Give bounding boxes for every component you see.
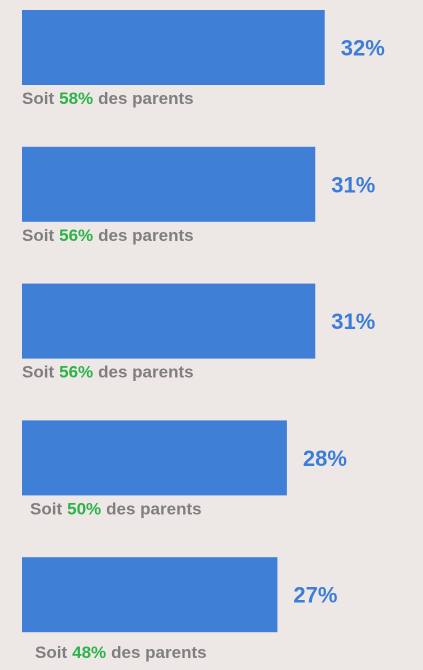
bar — [22, 146, 316, 222]
value-label: 27% — [293, 583, 337, 608]
annotation-highlight: 50% — [67, 499, 101, 518]
annotation-suffix: des parents — [98, 363, 193, 382]
annotation-highlight: 56% — [59, 363, 93, 382]
value-label: 31% — [331, 172, 375, 197]
annotation: Soit 48% des parents — [35, 643, 207, 662]
annotation: Soit 56% des parents — [22, 226, 194, 245]
annotation-prefix: Soit — [22, 89, 54, 108]
bar — [22, 420, 287, 496]
annotation-suffix: des parents — [98, 89, 193, 108]
annotation: Soit 58% des parents — [22, 89, 194, 108]
value-label: 28% — [303, 446, 347, 471]
annotation-suffix: des parents — [111, 643, 206, 662]
annotation-highlight: 58% — [59, 89, 93, 108]
annotation-highlight: 56% — [59, 226, 93, 245]
annotation-highlight: 48% — [72, 643, 106, 662]
annotation: Soit 50% des parents — [30, 499, 202, 518]
bar — [22, 283, 316, 359]
value-label: 31% — [331, 309, 375, 334]
bar — [22, 557, 278, 633]
annotation-prefix: Soit — [30, 499, 62, 518]
value-label: 32% — [341, 36, 385, 61]
annotation: Soit 56% des parents — [22, 363, 194, 382]
annotation-prefix: Soit — [22, 363, 54, 382]
annotation-prefix: Soit — [22, 226, 54, 245]
annotation-suffix: des parents — [106, 499, 201, 518]
annotation-suffix: des parents — [98, 226, 193, 245]
bar — [22, 10, 325, 85]
annotation-prefix: Soit — [35, 643, 67, 662]
